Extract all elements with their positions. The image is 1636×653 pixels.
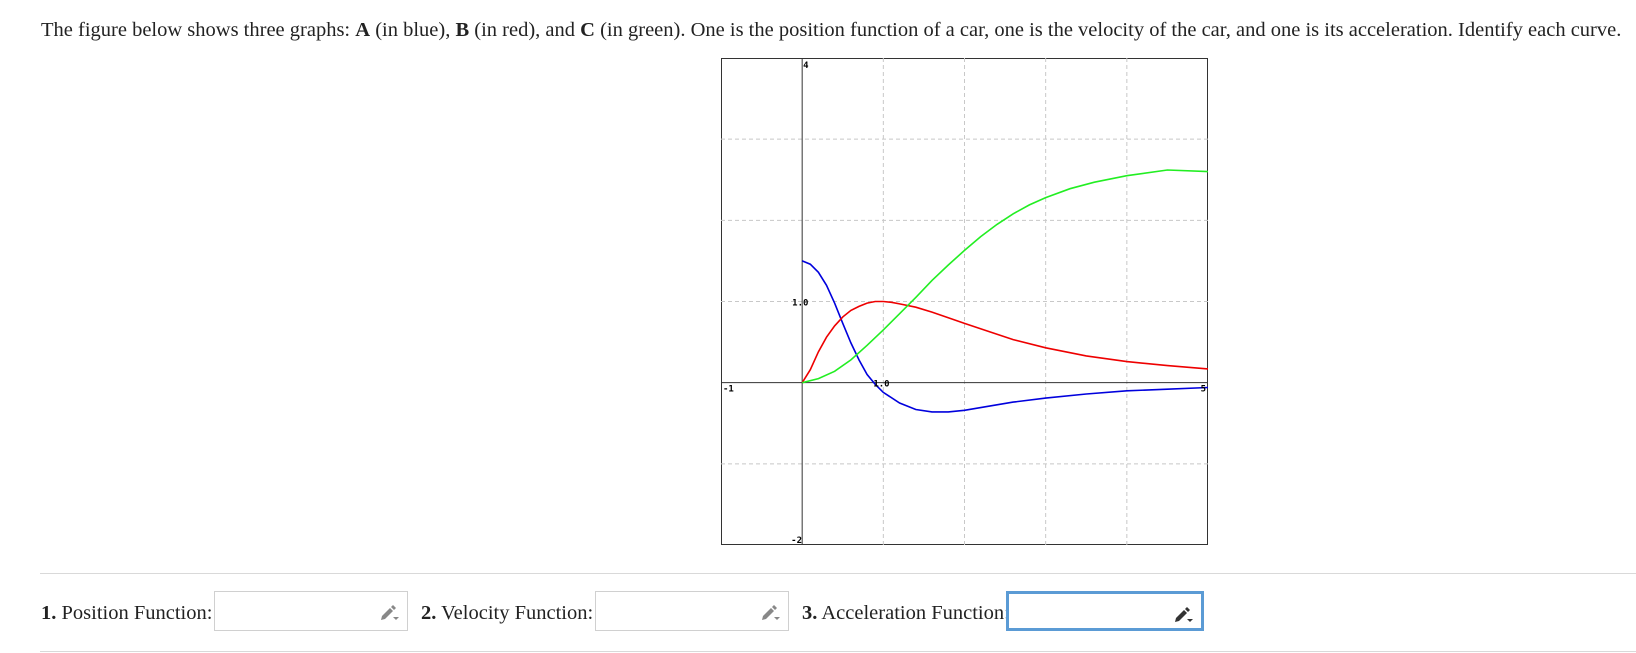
label-c: C: [580, 19, 595, 41]
velocity-label: 2. Velocity Function:: [421, 602, 593, 625]
series-line-1: [801, 260, 1208, 413]
tick-label-x-min: -1: [723, 385, 734, 395]
question-part: (in red), and: [469, 19, 581, 41]
series-line-3: [802, 169, 1208, 384]
answer-label-text: Position Function:: [61, 602, 213, 624]
tick-label-x-mid: 1.0: [873, 380, 889, 390]
question-text: The figure below shows three graphs: A (…: [41, 16, 1621, 44]
graph: -1 5 1.0 -2 4 1.0: [721, 58, 1208, 545]
pencil-icon[interactable]: [379, 603, 399, 621]
label-b: B: [455, 19, 470, 41]
velocity-answer-field[interactable]: [595, 591, 789, 631]
answer-number: 1.: [41, 602, 57, 624]
tick-labels: -1 5 1.0 -2 4 1.0: [723, 61, 1206, 545]
answer-number: 2.: [421, 602, 437, 624]
tick-label-y-min: -2: [791, 536, 802, 545]
acceleration-label: 3. Acceleration Function:: [802, 602, 1010, 625]
divider-top: [40, 573, 1636, 574]
answer-number: 3.: [802, 602, 818, 624]
series-group: [801, 169, 1208, 413]
tick-label-y-mid: 1.0: [792, 299, 808, 309]
question-part: (in green). One is the position function…: [594, 19, 1622, 41]
tick-label-x-max: 5: [1201, 385, 1206, 395]
label-a: A: [355, 19, 371, 41]
acceleration-answer-field[interactable]: [1006, 591, 1204, 631]
answer-label-text: Acceleration Function:: [821, 602, 1010, 624]
question-part: The figure below shows three graphs:: [41, 19, 356, 41]
divider-bottom: [40, 651, 1636, 652]
pencil-icon[interactable]: [760, 603, 780, 621]
position-label: 1. Position Function:: [41, 602, 212, 625]
question-part: (in blue),: [370, 19, 456, 41]
series-line-2: [801, 300, 1208, 384]
pencil-icon[interactable]: [1173, 605, 1193, 623]
position-answer-field[interactable]: [214, 591, 408, 631]
answer-label-text: Velocity Function:: [441, 602, 594, 624]
answer-row: 1. Position Function: 2. Velocity Functi…: [41, 591, 1621, 635]
tick-label-y-max: 4: [803, 61, 809, 71]
